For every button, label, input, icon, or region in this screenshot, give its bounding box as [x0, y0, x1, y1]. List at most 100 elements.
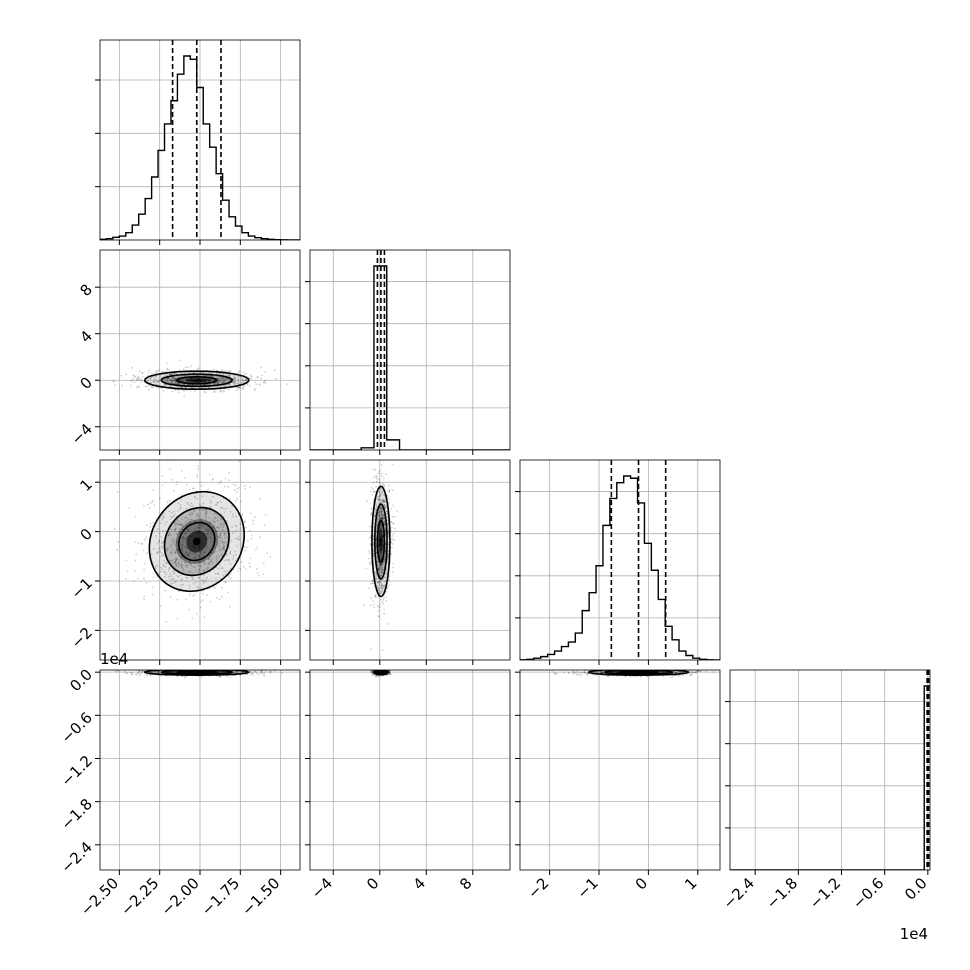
sample-point [380, 562, 382, 565]
sample-point [156, 551, 159, 554]
sample-point [189, 530, 192, 533]
sample-point [218, 549, 221, 551]
x-tick-label-p1: −4 [308, 874, 336, 902]
sample-point [136, 379, 139, 382]
sample-point [175, 541, 178, 543]
sample-point [149, 522, 152, 525]
sample-point [281, 672, 283, 675]
sample-point [206, 567, 209, 569]
sample-point [379, 579, 381, 582]
sample-point [211, 562, 214, 564]
sample-point [152, 499, 155, 502]
sample-point [207, 536, 209, 539]
sample-point [183, 395, 186, 398]
sample-point [216, 503, 218, 506]
sample-point [244, 520, 246, 523]
sample-point [262, 573, 265, 575]
sample-point [642, 668, 644, 670]
sample-point [185, 484, 188, 486]
sample-point [173, 571, 176, 574]
sample-point [207, 557, 210, 560]
sample-point [275, 378, 277, 380]
sample-point [370, 512, 373, 515]
sample-point [235, 499, 237, 502]
x-tick-label-p1: 8 [456, 874, 475, 893]
sample-point [125, 373, 127, 376]
sample-point [380, 564, 382, 567]
sample-point [386, 587, 388, 590]
sample-point [152, 381, 155, 383]
sample-point [153, 504, 156, 506]
sample-point [238, 386, 241, 389]
sample-point [217, 382, 220, 385]
sample-point [212, 549, 215, 551]
sample-point [188, 571, 190, 573]
sample-point [180, 556, 183, 559]
sample-point [208, 380, 211, 383]
sample-point [375, 485, 377, 488]
sample-point [371, 671, 374, 673]
sample-point [249, 378, 252, 380]
sample-point [392, 538, 395, 541]
sample-point [212, 551, 215, 553]
sample-point [223, 541, 226, 544]
sample-point [208, 517, 211, 519]
sample-point [385, 571, 387, 574]
sample-point [380, 475, 383, 477]
sample-point [219, 675, 221, 678]
sample-point [179, 383, 182, 385]
sample-point [132, 580, 135, 583]
sample-point [379, 487, 382, 490]
sample-point [188, 372, 191, 374]
sample-point [221, 586, 223, 589]
sample-point [228, 479, 230, 481]
sample-point [203, 524, 206, 526]
sample-point [554, 672, 557, 675]
scatter-panel-p2-vs-p1 [305, 459, 511, 665]
sample-point [694, 671, 696, 674]
sample-point [380, 510, 383, 513]
sample-point [269, 672, 272, 674]
sample-point [203, 569, 206, 571]
sample-point [392, 522, 395, 524]
sample-point [197, 367, 200, 370]
sample-point [381, 499, 384, 502]
sample-point [374, 571, 377, 574]
sample-point [166, 362, 169, 365]
sample-point [184, 598, 187, 601]
sample-point [173, 510, 175, 513]
sample-point [189, 552, 192, 555]
sample-point [223, 544, 225, 547]
contour-line-2 [176, 376, 218, 385]
sample-point [181, 523, 184, 525]
sample-point [612, 671, 614, 673]
sample-point [256, 546, 259, 549]
sample-point [377, 472, 380, 475]
sample-point [236, 491, 239, 493]
sample-point [229, 510, 232, 513]
sample-point [674, 671, 677, 674]
sample-point [218, 546, 221, 549]
sample-point [215, 561, 218, 564]
sample-point [162, 529, 165, 532]
sample-point [170, 382, 173, 384]
sample-point [171, 377, 174, 379]
sample-point [170, 559, 173, 562]
sample-point [379, 554, 382, 557]
sample-point [189, 563, 192, 566]
sample-point [166, 547, 169, 550]
sample-point [207, 378, 210, 381]
sample-point [212, 537, 214, 539]
sample-point [164, 523, 167, 526]
sample-point [251, 534, 253, 537]
sample-point [190, 525, 193, 527]
sample-point [205, 528, 208, 531]
sample-point [378, 514, 380, 517]
sample-point [383, 521, 385, 524]
sample-point [176, 510, 179, 512]
sample-point [208, 386, 210, 389]
sample-point [223, 570, 226, 572]
sample-point [179, 383, 182, 385]
sample-point [181, 525, 183, 528]
sample-point [212, 478, 215, 480]
